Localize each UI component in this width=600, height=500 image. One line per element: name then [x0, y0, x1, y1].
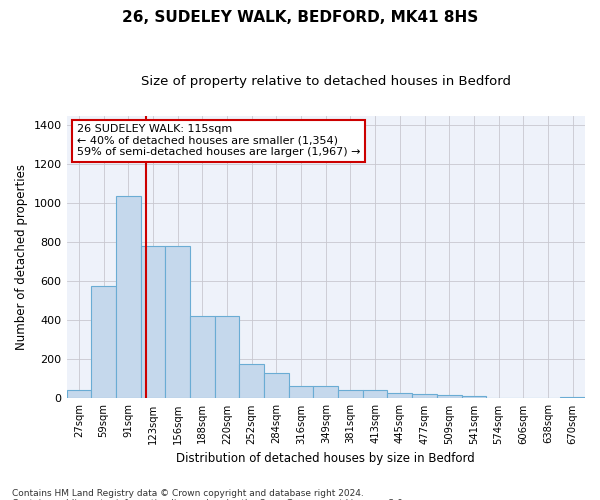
Bar — [289, 386, 313, 398]
Text: Contains HM Land Registry data © Crown copyright and database right 2024.: Contains HM Land Registry data © Crown c… — [12, 488, 364, 498]
Bar — [67, 390, 91, 398]
Bar — [461, 396, 486, 398]
Bar — [437, 394, 461, 398]
X-axis label: Distribution of detached houses by size in Bedford: Distribution of detached houses by size … — [176, 452, 475, 465]
Text: Contains public sector information licensed under the Open Government Licence v3: Contains public sector information licen… — [12, 498, 406, 500]
Bar — [239, 364, 264, 398]
Bar — [388, 392, 412, 398]
Bar — [116, 196, 140, 398]
Bar — [560, 397, 585, 398]
Bar — [363, 390, 388, 398]
Title: Size of property relative to detached houses in Bedford: Size of property relative to detached ho… — [141, 75, 511, 88]
Text: 26 SUDELEY WALK: 115sqm
← 40% of detached houses are smaller (1,354)
59% of semi: 26 SUDELEY WALK: 115sqm ← 40% of detache… — [77, 124, 361, 157]
Bar — [215, 316, 239, 398]
Bar — [412, 394, 437, 398]
Text: 26, SUDELEY WALK, BEDFORD, MK41 8HS: 26, SUDELEY WALK, BEDFORD, MK41 8HS — [122, 10, 478, 25]
Bar — [91, 286, 116, 399]
Bar — [313, 386, 338, 398]
Y-axis label: Number of detached properties: Number of detached properties — [15, 164, 28, 350]
Bar — [338, 390, 363, 398]
Bar — [165, 246, 190, 398]
Bar — [264, 373, 289, 398]
Bar — [140, 246, 165, 398]
Bar — [190, 316, 215, 398]
